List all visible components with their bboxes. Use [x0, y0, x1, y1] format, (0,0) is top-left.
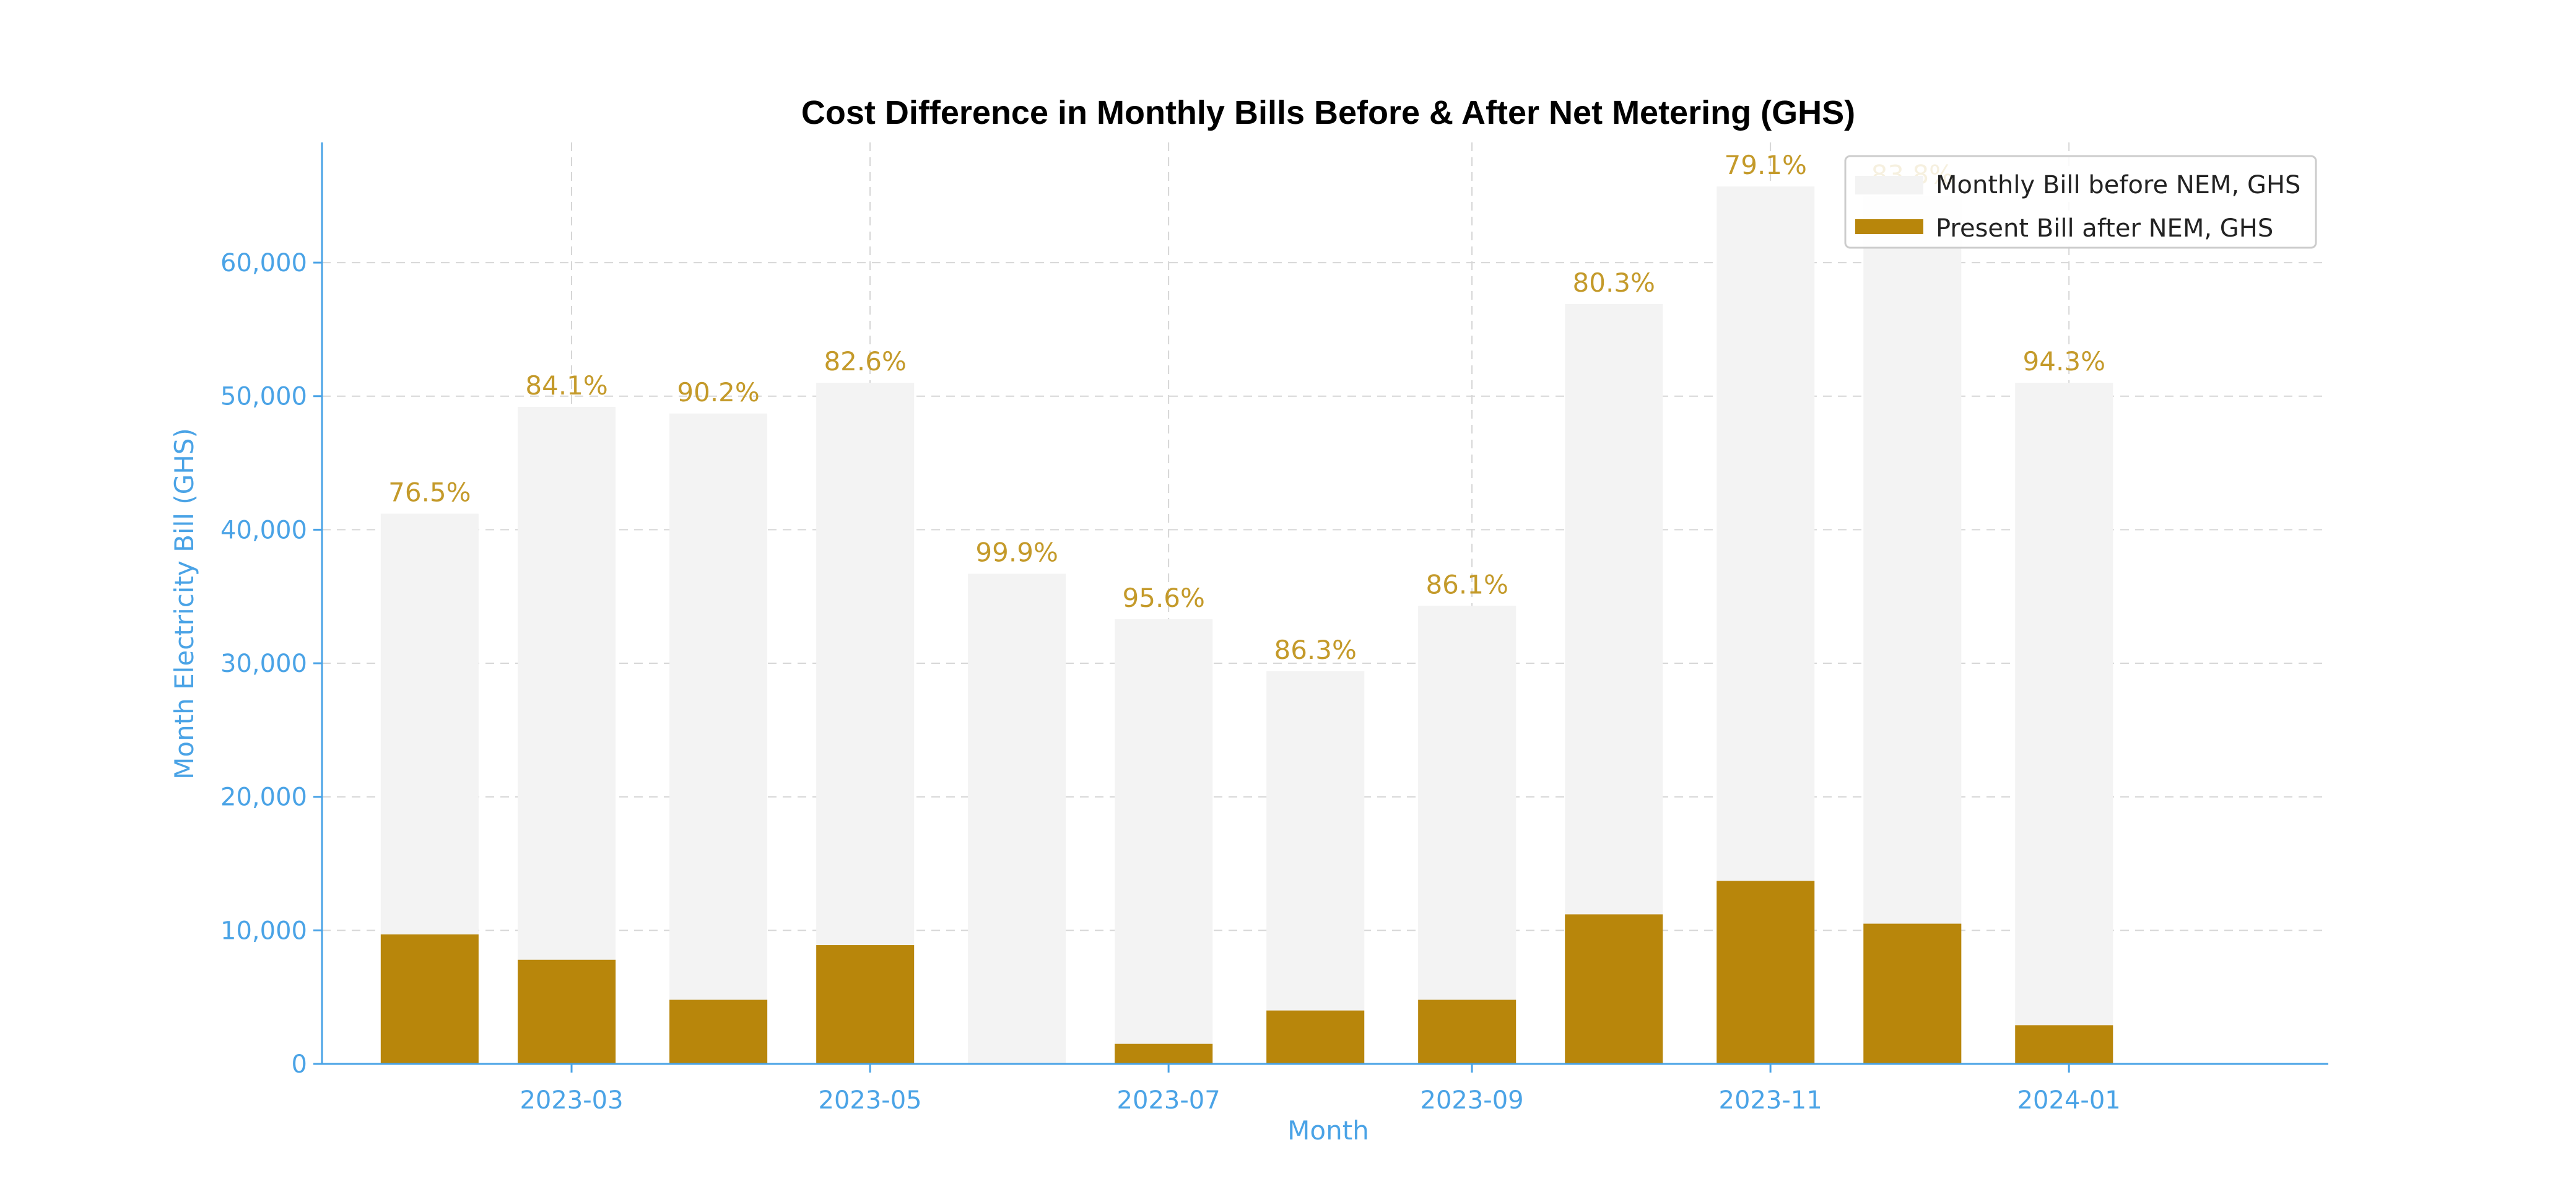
legend-swatch — [1855, 219, 1923, 234]
x-axis-label: Month — [1287, 1115, 1369, 1146]
x-tick-label: 2023-03 — [520, 1086, 623, 1115]
percent-saving-label: 84.1% — [525, 370, 607, 401]
legend-swatch — [1855, 176, 1923, 194]
legend: Monthly Bill before NEM, GHS Present Bill… — [1844, 155, 2317, 249]
percent-saving-label: 76.5% — [388, 477, 471, 508]
bar-before-nem — [1115, 619, 1213, 1064]
bar-after-nem — [669, 1000, 768, 1064]
legend-entry-label: Present Bill after NEM, GHS — [1936, 214, 2273, 243]
y-tick-label: 30,000 — [220, 650, 307, 678]
percent-saving-label: 79.1% — [1725, 150, 1807, 180]
bar-after-nem — [380, 934, 479, 1064]
percent-saving-label: 95.6% — [1123, 583, 1205, 613]
percent-saving-label: 94.3% — [2023, 346, 2105, 377]
bar-after-nem — [518, 959, 616, 1064]
percent-saving-label: 82.6% — [824, 346, 906, 377]
bar-before-nem — [2015, 383, 2113, 1065]
axes-layer: 0 10,000 20,000 30,000 40,000 50,000 60,000 202… — [220, 142, 2328, 1115]
bars-layer — [380, 186, 2113, 1065]
percent-saving-label: 80.3% — [1573, 268, 1655, 298]
bar-before-nem — [518, 406, 616, 1064]
x-tick-label: 2023-09 — [1421, 1086, 1524, 1115]
bar-after-nem — [1863, 923, 1962, 1064]
bar-before-nem — [1418, 606, 1516, 1064]
y-tick-label: 50,000 — [220, 383, 307, 411]
bar-after-nem — [1115, 1043, 1213, 1064]
y-axis-label: Month Electricity Bill (GHS) — [169, 428, 199, 780]
y-tick-label: 10,000 — [220, 917, 307, 945]
chart-title: Cost Difference in Monthly Bills Before … — [801, 94, 1855, 131]
legend-box — [1844, 155, 2317, 249]
y-tick-label: 40,000 — [220, 516, 307, 544]
bar-before-nem — [1863, 196, 1962, 1064]
bar-after-nem — [816, 945, 915, 1064]
legend-entry-label: Monthly Bill before NEM, GHS — [1936, 171, 2300, 199]
percent-saving-label: 86.3% — [1274, 635, 1356, 665]
x-tick-label: 2024-01 — [2017, 1086, 2121, 1115]
bar-after-nem — [2015, 1025, 2113, 1064]
bar-after-nem — [1266, 1010, 1365, 1064]
x-tick-label: 2023-07 — [1117, 1086, 1221, 1115]
x-tick-label: 2023-05 — [819, 1086, 922, 1115]
y-tick-label: 0 — [292, 1050, 307, 1079]
y-tick-label: 20,000 — [220, 783, 307, 812]
bar-before-nem — [1266, 671, 1365, 1064]
bar-after-nem — [1717, 881, 1815, 1064]
bar-before-nem — [669, 413, 768, 1064]
percent-saving-label: 86.1% — [1425, 569, 1508, 599]
percent-saving-label: 90.2% — [677, 377, 759, 407]
bar-after-nem — [1565, 914, 1663, 1064]
labels-layer: 76.5% 84.1% 90.2% 82.6% 99.9% 95.6% 86.3% 86.1%… — [388, 150, 2105, 665]
x-tick-label: 2023-11 — [1719, 1086, 1822, 1115]
y-tick-label: 60,000 — [220, 249, 307, 277]
bar-before-nem — [968, 573, 1066, 1064]
bar-after-nem — [1418, 1000, 1516, 1064]
percent-saving-label: 99.9% — [975, 538, 1058, 568]
